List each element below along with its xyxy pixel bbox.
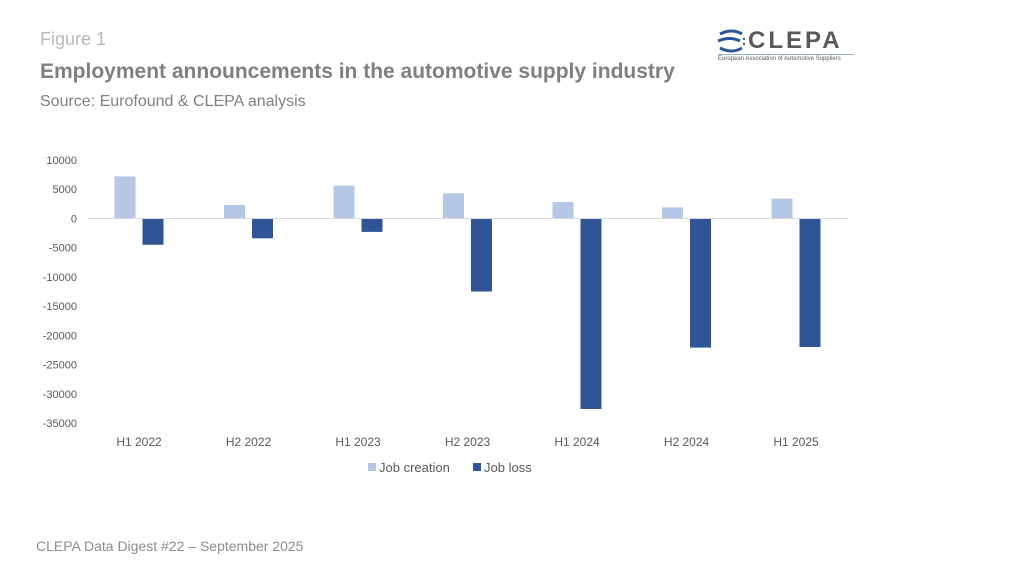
legend-label: Job loss bbox=[484, 460, 532, 475]
y-tick-label: 5000 bbox=[53, 184, 77, 196]
bar-job-loss bbox=[252, 218, 273, 239]
bar-job-creation bbox=[224, 205, 245, 219]
bar-job-creation bbox=[552, 202, 574, 219]
x-tick-label: H2 2023 bbox=[445, 435, 491, 449]
y-tick-label: -35000 bbox=[43, 418, 77, 430]
bar-job-loss bbox=[799, 218, 821, 348]
clepa-logo: CLEPA European Association of Automotive… bbox=[716, 27, 861, 67]
legend: Job creation Job loss bbox=[368, 460, 532, 475]
chart-title: Employment announcements in the automoti… bbox=[40, 60, 675, 83]
x-tick-label: H1 2024 bbox=[554, 435, 600, 449]
logo-divider bbox=[718, 54, 854, 55]
y-tick-label: -10000 bbox=[43, 272, 77, 284]
clepa-swoosh-icon bbox=[717, 29, 746, 53]
bar-job-loss bbox=[580, 218, 602, 409]
y-axis: 10000 5000 0 -5000 -10000 -15000 -20000 -25000 -… bbox=[43, 155, 77, 430]
bar-job-creation bbox=[662, 207, 683, 219]
y-tick-label: 10000 bbox=[46, 155, 77, 167]
logo-wordmark: CLEPA bbox=[748, 27, 843, 54]
y-tick-label: -25000 bbox=[43, 360, 77, 372]
chart-source: Source: Eurofound & CLEPA analysis bbox=[40, 93, 306, 110]
footer-text: CLEPA Data Digest #22 – September 2025 bbox=[36, 538, 304, 554]
bar-job-creation bbox=[114, 176, 136, 219]
figure-label: Figure 1 bbox=[40, 29, 107, 49]
x-tick-label: H2 2024 bbox=[664, 435, 710, 449]
x-axis: H1 2022 H2 2022 H1 2023 H2 2023 H1 2024 H2 20… bbox=[116, 435, 819, 449]
legend-swatch bbox=[473, 463, 481, 471]
x-tick-label: H1 2023 bbox=[335, 435, 381, 449]
bar-job-loss bbox=[471, 218, 492, 292]
y-tick-label: 0 bbox=[71, 213, 77, 225]
y-tick-label: -20000 bbox=[43, 330, 77, 342]
bar-job-loss bbox=[142, 218, 164, 245]
logo-tagline: European Association of Automotive Suppl… bbox=[718, 56, 841, 62]
bar-job-creation bbox=[333, 185, 355, 219]
x-tick-label: H1 2025 bbox=[773, 435, 819, 449]
legend-label: Job creation bbox=[379, 460, 450, 475]
y-tick-label: -5000 bbox=[49, 243, 77, 255]
bars bbox=[114, 176, 821, 409]
x-tick-label: H2 2022 bbox=[226, 435, 272, 449]
bar-job-loss bbox=[690, 218, 711, 348]
legend-swatch bbox=[368, 463, 376, 471]
y-tick-label: -30000 bbox=[43, 389, 77, 401]
x-tick-label: H1 2022 bbox=[116, 435, 162, 449]
bar-job-loss bbox=[361, 218, 383, 232]
bar-job-creation bbox=[443, 193, 464, 219]
bar-job-creation bbox=[771, 198, 793, 219]
y-tick-label: -15000 bbox=[43, 301, 77, 313]
